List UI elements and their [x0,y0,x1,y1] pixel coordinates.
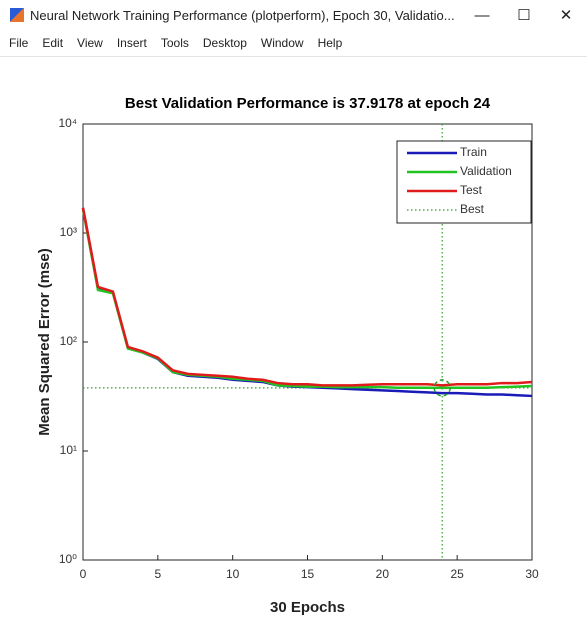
series-line [81,207,533,387]
menu-item[interactable]: Window [260,36,304,50]
legend-label: Best [460,202,485,216]
menu-item[interactable]: File [9,36,29,50]
x-tick-label: 20 [376,567,390,581]
menu-item[interactable]: Help [317,36,343,50]
app-icon [10,8,24,22]
x-tick-label: 25 [450,567,464,581]
y-tick-label: 10² [60,334,77,348]
legend-label: Test [460,183,483,197]
menu-bar: File Edit View Insert Tools Desktop Window Help [0,30,587,57]
legend-label: Validation [460,164,512,178]
x-tick-label: 15 [301,567,315,581]
menu-item[interactable]: View [77,36,103,50]
chart: Best Validation Performance is 37.9178 a… [36,95,539,616]
best-marker [433,379,451,397]
legend-label: Train [460,145,487,159]
minimize-button[interactable]: — [474,6,490,24]
maximize-button[interactable]: ☐ [517,7,531,24]
close-button[interactable]: ✕ [559,7,573,24]
x-tick-label: 10 [226,567,240,581]
y-tick-label: 10¹ [60,443,77,457]
x-axis-label: 30 Epochs [270,599,345,616]
window-title: Neural Network Training Performance (plo… [30,7,455,23]
y-tick-label: 10⁴ [58,116,77,130]
y-tick-label: 10⁰ [59,552,77,566]
title-bar: Neural Network Training Performance (plo… [0,0,587,30]
y-tick-label: 10³ [60,225,77,239]
legend: Train Validation Test Best [396,140,532,224]
menu-item[interactable]: Insert [116,36,147,50]
menu-item[interactable]: Tools [160,36,189,50]
menu-item[interactable]: Desktop [202,36,247,50]
legend-box [396,140,532,224]
x-tick-label: 0 [80,567,87,581]
y-axis-label: Mean Squared Error (mse) [36,248,53,436]
x-tick-label: 5 [154,567,161,581]
x-tick-label: 30 [525,567,539,581]
chart-title: Best Validation Performance is 37.9178 a… [125,95,491,112]
menu-item[interactable]: Edit [42,36,64,50]
